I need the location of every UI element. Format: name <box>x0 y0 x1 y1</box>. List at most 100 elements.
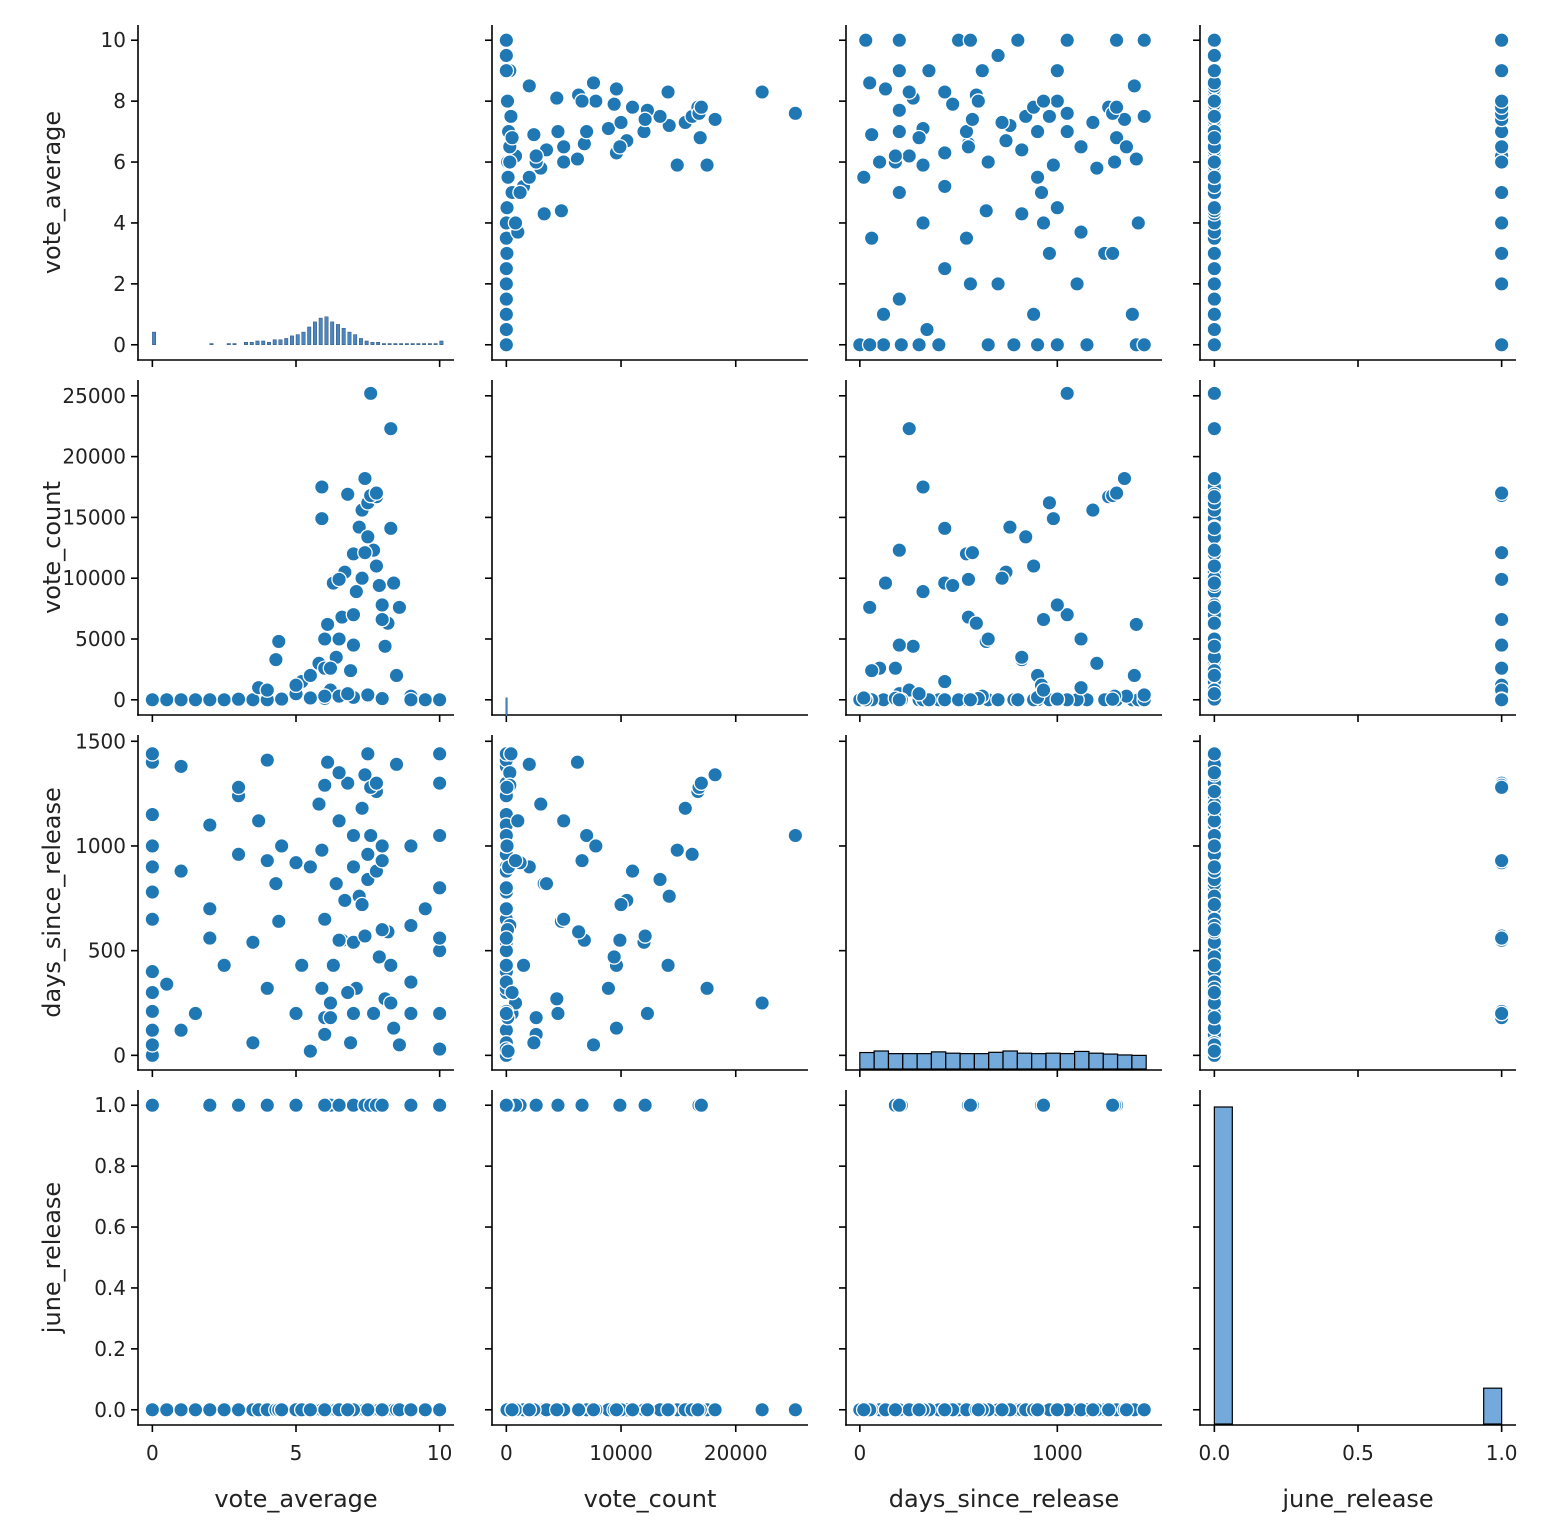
scatter-point <box>707 766 723 783</box>
scatter-point <box>314 479 330 495</box>
scatter-point <box>990 691 1006 708</box>
scatter-point <box>978 202 995 219</box>
scatter-point <box>1124 306 1141 323</box>
scatter-point <box>962 1097 979 1114</box>
scatter-point <box>861 599 878 616</box>
scatter-point <box>1085 114 1101 131</box>
panel-june_release-vs-days_since_release: 0 1000 <box>839 1090 1162 1465</box>
scatter-point <box>201 1097 218 1114</box>
scatter-point <box>921 62 937 79</box>
scatter-point <box>259 1097 276 1114</box>
scatter-point <box>345 827 362 844</box>
scatter-point <box>499 93 516 109</box>
scatter-point <box>1073 138 1089 155</box>
scatter-point <box>230 846 247 863</box>
scatter-point <box>431 879 448 896</box>
scatter-point <box>345 606 362 623</box>
scatter-point <box>998 132 1014 149</box>
scatter-point <box>990 276 1006 292</box>
scatter-point <box>1108 32 1125 49</box>
scatter-point <box>905 638 922 655</box>
scatter-point <box>354 896 370 913</box>
scatter-point <box>1493 485 1510 501</box>
scatter-point <box>861 336 878 353</box>
scatter-point <box>316 777 333 794</box>
y-axis-label: vote_count <box>38 481 66 614</box>
scatter-point <box>417 900 434 917</box>
scatter-point <box>302 1401 319 1418</box>
scatter-point <box>319 754 336 771</box>
scatter-point <box>403 838 419 854</box>
hist-bar <box>416 343 421 345</box>
scatter-point <box>550 1097 566 1114</box>
scatter-point <box>374 611 391 628</box>
hist-bar <box>301 331 306 345</box>
scatter-point <box>158 1401 175 1418</box>
hist-bar <box>399 343 404 345</box>
scatter-point <box>1013 205 1030 222</box>
hist-bar <box>1483 1387 1503 1425</box>
scatter-point <box>498 336 515 353</box>
scatter-point <box>403 691 419 708</box>
scatter-point <box>1493 660 1510 677</box>
scatter-point <box>431 930 448 946</box>
hist-bar <box>318 317 323 345</box>
scatter-point <box>1206 838 1223 854</box>
hist-bar <box>873 1050 890 1070</box>
scatter-point <box>754 1401 770 1418</box>
scatter-point <box>1025 306 1042 323</box>
scatter-point <box>600 120 617 137</box>
scatter-point <box>230 1097 247 1114</box>
hist-bar <box>232 343 237 345</box>
scatter-point <box>499 245 515 262</box>
scatter-point <box>936 520 953 537</box>
scatter-point <box>1035 1097 1052 1114</box>
scatter-point <box>351 519 368 535</box>
hist-bar <box>336 324 340 345</box>
scatter-point <box>915 583 931 600</box>
scatter-point <box>331 932 347 949</box>
scatter-point <box>891 691 908 708</box>
scatter-point <box>431 827 448 844</box>
scatter-point <box>144 838 161 854</box>
scatter-point <box>1088 160 1105 176</box>
scatter-point <box>314 510 330 527</box>
scatter-point <box>1206 896 1223 913</box>
scatter-point <box>144 859 161 875</box>
scatter-point <box>600 980 617 997</box>
scatter-point <box>624 99 641 116</box>
scatter-point <box>216 1401 233 1418</box>
hist-bar <box>1213 1106 1233 1425</box>
scatter-point <box>532 796 549 812</box>
hist-bar <box>324 316 329 345</box>
scatter-point <box>316 1401 333 1418</box>
scatter-point <box>173 863 189 879</box>
scatter-point <box>1206 800 1223 817</box>
hist-bar <box>410 343 415 345</box>
scatter-point <box>699 157 715 173</box>
scatter-point <box>578 827 595 844</box>
scatter-point <box>624 1401 641 1418</box>
scatter-point <box>1206 745 1223 762</box>
scatter-point <box>857 32 874 49</box>
scatter-point <box>1029 123 1046 140</box>
scatter-point <box>1009 691 1026 708</box>
scatter-point <box>144 1097 161 1114</box>
scatter-point <box>144 806 161 823</box>
scatter-point <box>339 984 356 1001</box>
scatter-point <box>787 827 804 844</box>
hist-bar <box>1045 1052 1061 1070</box>
scatter-point <box>498 957 515 974</box>
scatter-point <box>187 1401 204 1418</box>
hist-bar <box>226 343 231 345</box>
hist-bar <box>930 1051 947 1070</box>
scatter-point <box>500 1043 516 1060</box>
x-axis-label: vote_average <box>214 1485 377 1513</box>
scatter-point <box>960 138 977 155</box>
hist-bar <box>916 1053 933 1070</box>
scatter-point <box>936 260 953 277</box>
x-axis-label: days_since_release <box>889 1485 1120 1513</box>
hist-bar <box>859 1051 875 1070</box>
x-tick-label: 5 <box>290 1441 303 1465</box>
scatter-point <box>980 336 997 353</box>
